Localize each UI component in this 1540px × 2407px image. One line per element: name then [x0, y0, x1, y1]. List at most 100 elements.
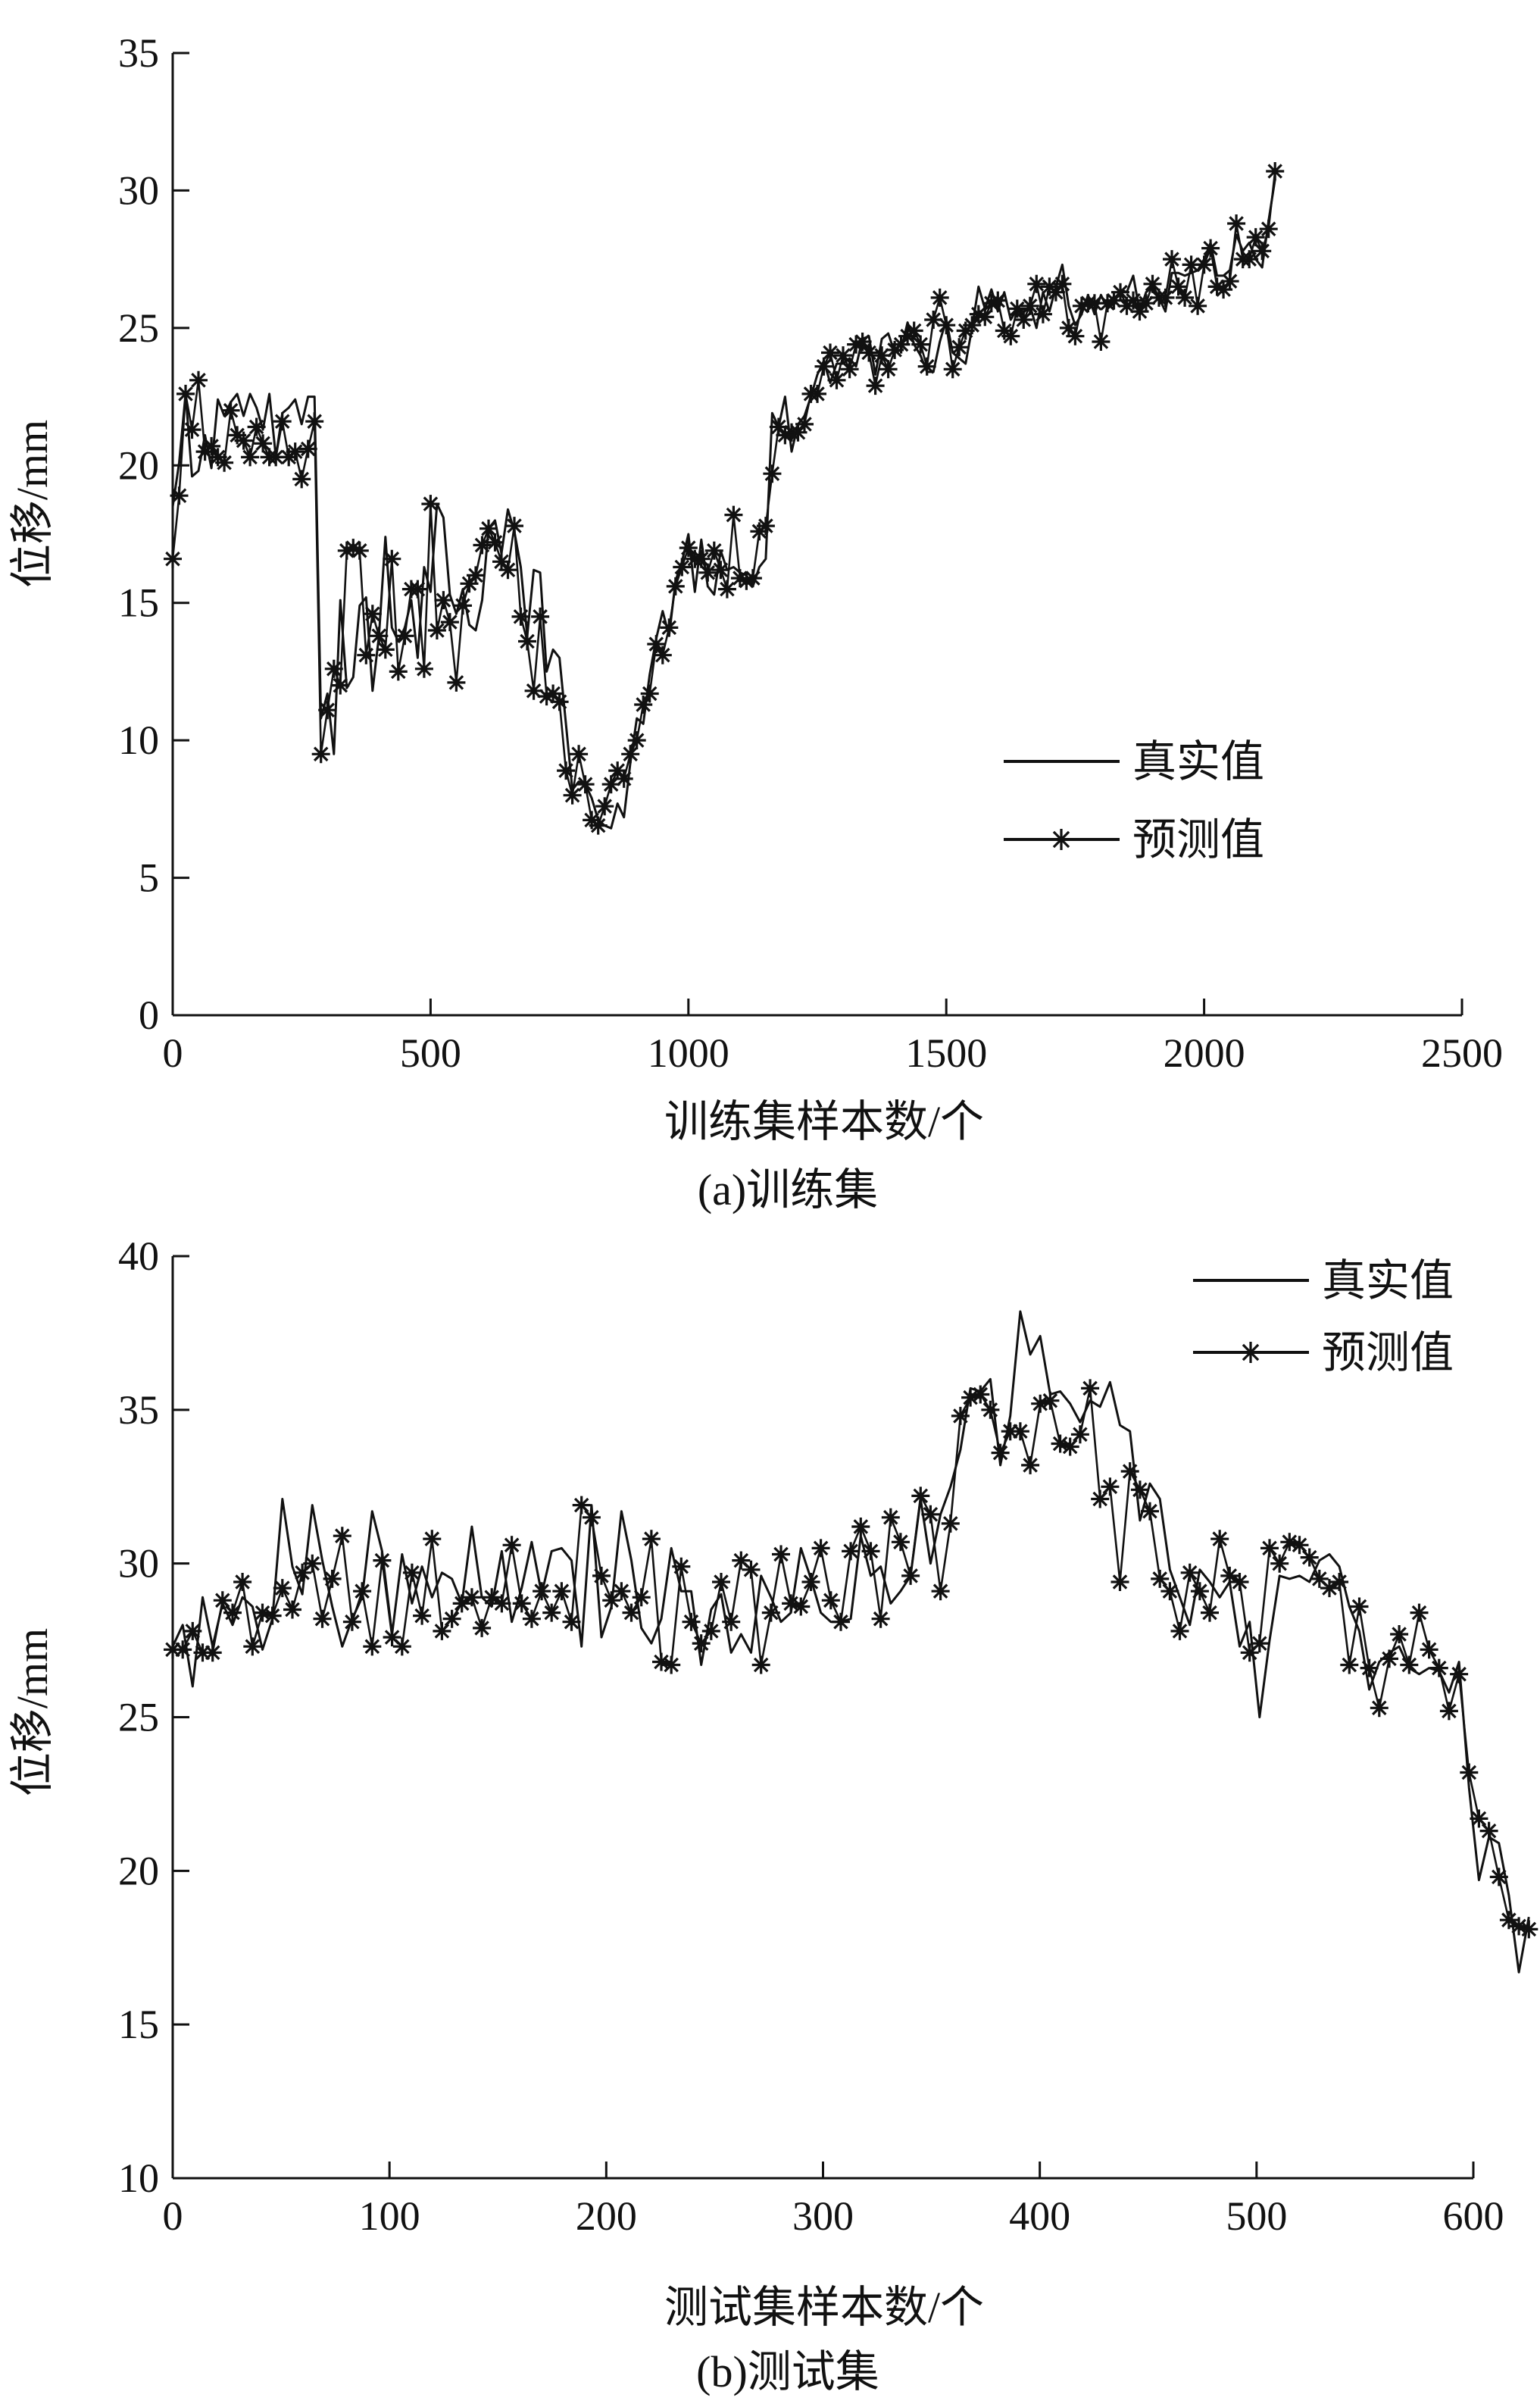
training-data-point — [1182, 255, 1201, 274]
test-data-point — [961, 1388, 980, 1407]
test-data-point — [672, 1557, 691, 1576]
test-data-point — [612, 1582, 631, 1601]
test-data-point — [223, 1603, 242, 1622]
training-data-point — [1092, 333, 1110, 351]
test-data-point — [732, 1551, 751, 1570]
test-data-point — [392, 1637, 411, 1656]
test-data-point — [1201, 1603, 1219, 1622]
test-data-point — [1070, 1425, 1089, 1444]
test-data-point — [801, 1573, 820, 1591]
training-data-point — [486, 533, 504, 552]
test-data-point — [1310, 1569, 1329, 1588]
training-data-point — [1176, 288, 1195, 307]
test-data-point — [1410, 1603, 1429, 1622]
training-data-point — [479, 519, 498, 538]
test-data-point — [1450, 1665, 1469, 1683]
training-data-point — [311, 745, 330, 764]
training-data-point — [176, 384, 195, 403]
test-data-point — [981, 1400, 1000, 1419]
training-data-point — [318, 701, 337, 720]
training-data-point — [1007, 299, 1026, 318]
training-data-point — [563, 786, 582, 805]
training-data-point — [666, 577, 685, 595]
training-data-point — [1046, 283, 1065, 302]
training-data-point — [557, 761, 576, 780]
test-data-point — [1110, 1573, 1129, 1591]
test-data-point — [1479, 1821, 1498, 1840]
test-caption: (b)测试集 — [696, 2347, 879, 2396]
test-data-point — [901, 1566, 920, 1585]
training-data-point — [660, 618, 679, 637]
training-data-point — [1189, 296, 1207, 315]
test-data-point — [1170, 1621, 1189, 1640]
test-data-point — [851, 1518, 870, 1536]
training-data-point — [789, 423, 807, 442]
test-data-point — [1300, 1548, 1319, 1567]
training-data-point — [1195, 255, 1214, 274]
test-data-point — [1520, 1920, 1538, 1939]
test-data-point — [811, 1539, 830, 1558]
test-x-tick-label: 500 — [1226, 2193, 1287, 2239]
test-data-point — [373, 1551, 392, 1570]
training-data-point — [408, 580, 427, 599]
training-data-point — [241, 448, 260, 467]
test-data-point — [911, 1486, 930, 1505]
training-data-point — [673, 558, 692, 577]
training-data-point — [473, 536, 492, 555]
training-caption: (a)训练集 — [698, 1165, 878, 1214]
test-data-point — [682, 1612, 701, 1631]
test-data-point — [1051, 1434, 1070, 1453]
test-data-point — [203, 1643, 222, 1662]
test-data-point — [1330, 1573, 1349, 1591]
test-data-point — [533, 1582, 551, 1601]
training-data-point — [492, 552, 511, 571]
training-data-point — [692, 549, 711, 568]
test-data-point — [842, 1542, 861, 1561]
training-y-tick-label: 0 — [139, 992, 159, 1038]
training-data-point — [653, 646, 672, 664]
training-data-point — [795, 414, 814, 433]
training-data-point — [1240, 250, 1259, 269]
training-x-tick-label: 2000 — [1164, 1030, 1245, 1076]
test-data-point — [821, 1591, 840, 1610]
training-legend-marker-pred — [1051, 829, 1072, 850]
test-data-point — [642, 1530, 661, 1549]
training-data-point — [860, 343, 879, 362]
training-data-point — [550, 692, 569, 711]
test-data-point — [1460, 1763, 1479, 1782]
training-x-tick-label: 1500 — [905, 1030, 987, 1076]
test-data-point — [402, 1563, 421, 1582]
test-data-point — [832, 1612, 850, 1631]
test-data-point — [1011, 1422, 1029, 1441]
test-y-tick-label: 10 — [118, 2155, 159, 2201]
training-y-tick-label: 5 — [139, 855, 159, 901]
test-y-tick-label: 35 — [118, 1387, 159, 1433]
training-data-point — [395, 627, 414, 646]
training-data-point — [763, 464, 782, 483]
test-data-point — [1081, 1379, 1100, 1398]
test-data-point — [313, 1609, 332, 1628]
training-data-point — [930, 288, 949, 307]
test-data-point — [1031, 1394, 1050, 1413]
test-data-point — [1370, 1699, 1388, 1718]
test-data-point — [1380, 1649, 1398, 1668]
training-data-point — [389, 662, 408, 681]
training-data-point — [982, 294, 1001, 313]
training-data-point — [1227, 214, 1246, 233]
test-data-point — [1340, 1655, 1359, 1674]
test-data-point — [742, 1560, 761, 1579]
training-data-point — [1220, 272, 1239, 291]
training-data-point — [679, 539, 698, 558]
test-data-point — [1061, 1437, 1079, 1456]
test-data-point — [701, 1621, 720, 1640]
test-data-point — [1151, 1569, 1170, 1588]
training-data-point — [511, 607, 530, 626]
test-legend-label-true: 真实值 — [1322, 1256, 1454, 1305]
training-data-point — [834, 346, 852, 365]
test-data-point — [1470, 1809, 1488, 1828]
test-data-point — [1130, 1480, 1149, 1499]
training-data-point — [853, 333, 872, 351]
training-x-tick-label: 0 — [163, 1030, 183, 1076]
test-data-point — [722, 1612, 741, 1631]
training-data-point — [1033, 305, 1052, 324]
